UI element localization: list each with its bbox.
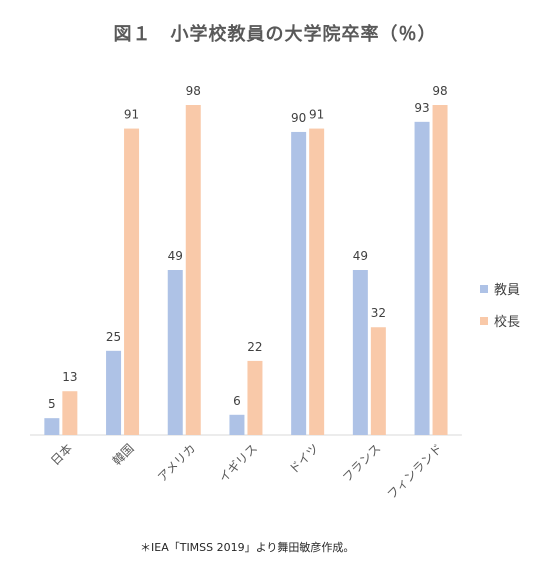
source-note: ＊IEA「TIMSS 2019」より舞田敏彦作成。 (140, 541, 355, 554)
category-label-0: 日本 (48, 441, 75, 468)
data-label-principal-5: 32 (371, 306, 386, 320)
category-label-4: ドイツ (286, 441, 321, 476)
data-label-principal-2: 98 (186, 84, 201, 98)
bar-teacher-6 (414, 121, 430, 435)
data-label-teacher-5: 49 (353, 249, 368, 263)
data-label-principal-0: 13 (62, 370, 77, 384)
legend-swatch-1 (480, 317, 488, 325)
bar-principal-5 (370, 327, 386, 435)
legend-swatch-0 (480, 285, 488, 293)
category-label-6: フィンランド (385, 441, 446, 502)
category-label-2: アメリカ (155, 441, 198, 484)
category-label-3: イギリス (216, 441, 260, 485)
bar-principal-0 (62, 391, 78, 435)
data-label-teacher-4: 90 (291, 111, 306, 125)
bar-principal-2 (185, 105, 201, 435)
bar-teacher-1 (106, 350, 122, 435)
data-label-principal-4: 91 (309, 108, 324, 122)
data-label-principal-6: 98 (432, 84, 447, 98)
data-label-principal-3: 22 (247, 340, 262, 354)
bar-principal-1 (124, 128, 140, 436)
category-label-5: フランス (340, 441, 384, 485)
legend-label-1: 校長 (494, 314, 520, 330)
bar-teacher-5 (352, 270, 368, 435)
bar-teacher-3 (229, 414, 245, 435)
bar-principal-3 (247, 360, 263, 435)
data-label-teacher-2: 49 (168, 249, 183, 263)
data-label-teacher-3: 6 (233, 394, 241, 408)
bar-teacher-4 (291, 131, 307, 435)
bar-principal-4 (309, 128, 325, 436)
data-label-teacher-0: 5 (48, 397, 56, 411)
category-label-1: 韓国 (110, 441, 137, 468)
bar-teacher-2 (167, 270, 183, 435)
bar-principal-6 (432, 105, 448, 435)
bar-teacher-0 (44, 418, 60, 435)
data-label-teacher-1: 25 (106, 330, 121, 344)
data-label-teacher-6: 93 (414, 101, 429, 115)
legend-label-0: 教員 (494, 282, 520, 298)
chart-title: 図１ 小学校教員の大学院卒率（％） (113, 24, 437, 45)
data-label-principal-1: 91 (124, 108, 139, 122)
